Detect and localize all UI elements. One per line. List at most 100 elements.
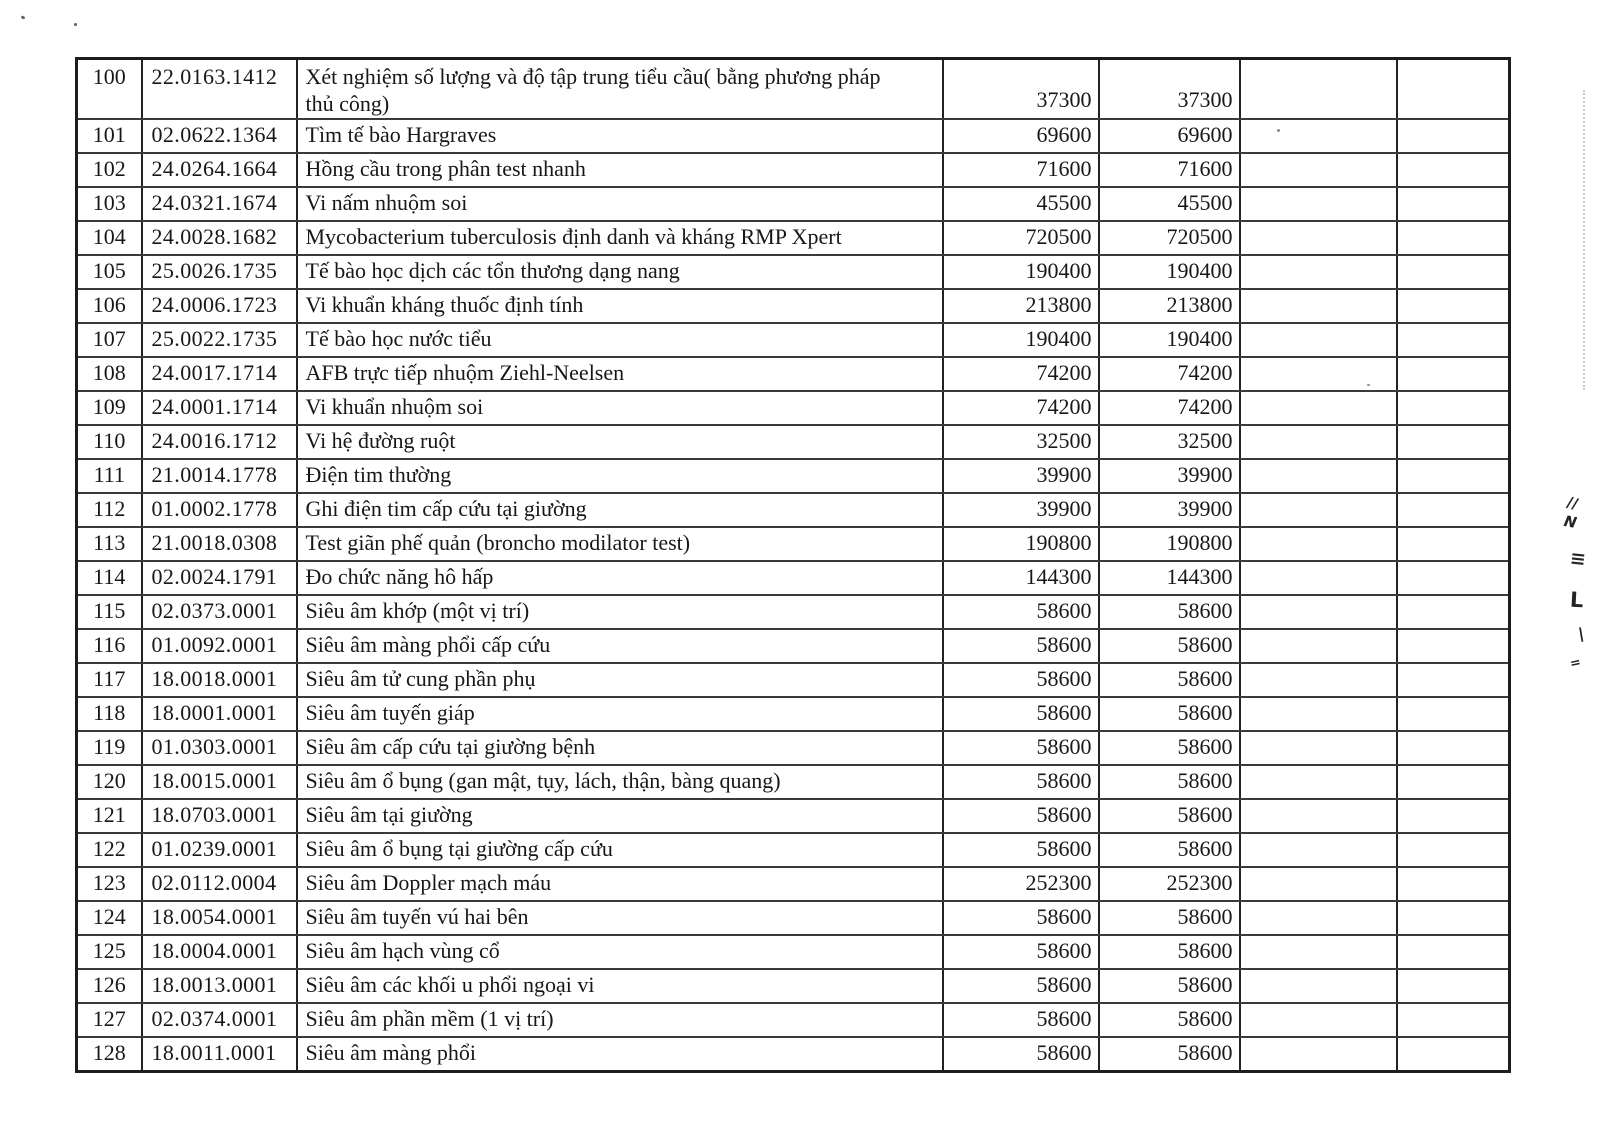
cell-row-number: 118 xyxy=(75,695,143,732)
cell-service-name: Siêu âm khớp (một vị trí) xyxy=(295,593,944,630)
cell-empty-2 xyxy=(1395,423,1511,460)
service-price-table: 100 22.0163.1412 Xét nghiệm số lượng và … xyxy=(75,57,1511,1073)
cell-price-1: 213800 xyxy=(941,287,1100,324)
cell-price-1: 252300 xyxy=(941,865,1100,902)
table-row: 128 18.0011.0001 Siêu âm màng phổi 58600… xyxy=(75,1035,1511,1073)
cell-service-code: 02.0622.1364 xyxy=(140,117,298,154)
cell-empty-2 xyxy=(1395,695,1511,732)
cell-service-name: Vi hệ đường ruột xyxy=(295,423,944,460)
cell-service-code: 02.0024.1791 xyxy=(140,559,298,596)
cell-empty-2 xyxy=(1395,457,1511,494)
table-row: 108 24.0017.1714 AFB trực tiếp nhuộm Zie… xyxy=(75,355,1511,392)
cell-service-name: Vi khuẩn nhuộm soi xyxy=(295,389,944,426)
cell-empty-2 xyxy=(1395,593,1511,630)
cell-service-code: 18.0703.0001 xyxy=(140,797,298,834)
cell-service-name: Siêu âm Doppler mạch máu xyxy=(295,865,944,902)
cell-row-number: 126 xyxy=(75,967,143,1004)
table-row: 117 18.0018.0001 Siêu âm tử cung phần ph… xyxy=(75,661,1511,698)
table-row: 126 18.0013.0001 Siêu âm các khối u phổi… xyxy=(75,967,1511,1004)
cell-price-2: 58600 xyxy=(1097,831,1241,868)
cell-empty-1 xyxy=(1238,797,1398,834)
cell-price-1: 58600 xyxy=(941,729,1100,766)
scan-dotted-edge-artifact xyxy=(1583,90,1585,390)
cell-price-1: 74200 xyxy=(941,389,1100,426)
table-row: 118 18.0001.0001 Siêu âm tuyến giáp 5860… xyxy=(75,695,1511,732)
table-row: 102 24.0264.1664 Hồng cầu trong phân tes… xyxy=(75,151,1511,188)
handwriting-mark: = xyxy=(1568,655,1583,672)
cell-price-1: 58600 xyxy=(941,763,1100,800)
cell-empty-2 xyxy=(1395,389,1511,426)
table-row: 101 02.0622.1364 Tìm tế bào Hargraves 69… xyxy=(75,117,1511,154)
cell-empty-2 xyxy=(1395,797,1511,834)
cell-empty-1 xyxy=(1238,525,1398,562)
cell-price-1: 58600 xyxy=(941,797,1100,834)
cell-service-name: Đo chức năng hô hấp xyxy=(295,559,944,596)
cell-empty-2 xyxy=(1395,185,1511,222)
cell-row-number: 103 xyxy=(75,185,143,222)
cell-price-2: 69600 xyxy=(1097,117,1241,154)
cell-price-2: 58600 xyxy=(1097,763,1241,800)
cell-empty-1 xyxy=(1238,355,1398,392)
cell-empty-2 xyxy=(1395,287,1511,324)
cell-price-1: 39900 xyxy=(941,491,1100,528)
cell-price-2: 74200 xyxy=(1097,355,1241,392)
cell-price-2: 720500 xyxy=(1097,219,1241,256)
cell-price-2: 58600 xyxy=(1097,1001,1241,1038)
handwriting-mark: // xyxy=(1564,492,1580,514)
cell-price-2: 252300 xyxy=(1097,865,1241,902)
cell-price-2: 37300 xyxy=(1097,57,1241,120)
cell-row-number: 123 xyxy=(75,865,143,902)
cell-service-name: Hồng cầu trong phân test nhanh xyxy=(295,151,944,188)
cell-service-name: Siêu âm tử cung phần phụ xyxy=(295,661,944,698)
cell-row-number: 115 xyxy=(75,593,143,630)
cell-price-1: 190800 xyxy=(941,525,1100,562)
cell-price-2: 71600 xyxy=(1097,151,1241,188)
table-row: 104 24.0028.1682 Mycobacterium tuberculo… xyxy=(75,219,1511,256)
cell-empty-1 xyxy=(1238,1035,1398,1073)
cell-service-name: Siêu âm hạch vùng cổ xyxy=(295,933,944,970)
cell-row-number: 124 xyxy=(75,899,143,936)
cell-service-name: Xét nghiệm số lượng và độ tập trung tiểu… xyxy=(295,57,944,120)
cell-empty-2 xyxy=(1395,525,1511,562)
cell-empty-1 xyxy=(1238,491,1398,528)
cell-empty-1 xyxy=(1238,763,1398,800)
table-row: 109 24.0001.1714 Vi khuẩn nhuộm soi 7420… xyxy=(75,389,1511,426)
cell-service-code: 24.0016.1712 xyxy=(140,423,298,460)
table-row: 116 01.0092.0001 Siêu âm màng phổi cấp c… xyxy=(75,627,1511,664)
table-row: 106 24.0006.1723 Vi khuẩn kháng thuốc đị… xyxy=(75,287,1511,324)
cell-row-number: 116 xyxy=(75,627,143,664)
cell-empty-1 xyxy=(1238,1001,1398,1038)
cell-price-1: 58600 xyxy=(941,899,1100,936)
cell-price-1: 58600 xyxy=(941,1001,1100,1038)
cell-row-number: 127 xyxy=(75,1001,143,1038)
cell-service-name: Siêu âm màng phổi cấp cứu xyxy=(295,627,944,664)
cell-service-name: Tế bào học dịch các tổn thương dạng nang xyxy=(295,253,944,290)
table-row: 111 21.0014.1778 Điện tim thường 39900 3… xyxy=(75,457,1511,494)
cell-service-code: 25.0022.1735 xyxy=(140,321,298,358)
cell-service-code: 18.0011.0001 xyxy=(140,1035,298,1073)
cell-service-name: Vi nấm nhuộm soi xyxy=(295,185,944,222)
cell-empty-1 xyxy=(1238,321,1398,358)
cell-empty-2 xyxy=(1395,253,1511,290)
cell-service-name: Siêu âm các khối u phổi ngoại vi xyxy=(295,967,944,1004)
cell-row-number: 112 xyxy=(75,491,143,528)
cell-empty-2 xyxy=(1395,321,1511,358)
cell-empty-2 xyxy=(1395,1001,1511,1038)
cell-empty-1 xyxy=(1238,57,1398,120)
cell-row-number: 108 xyxy=(75,355,143,392)
cell-service-code: 01.0092.0001 xyxy=(140,627,298,664)
cell-price-1: 58600 xyxy=(941,933,1100,970)
table-row: 107 25.0022.1735 Tế bào học nước tiểu 19… xyxy=(75,321,1511,358)
cell-price-2: 58600 xyxy=(1097,661,1241,698)
cell-service-name: Test giãn phế quản (broncho modilator te… xyxy=(295,525,944,562)
table-row: 112 01.0002.1778 Ghi điện tim cấp cứu tạ… xyxy=(75,491,1511,528)
cell-price-1: 58600 xyxy=(941,831,1100,868)
cell-service-code: 18.0018.0001 xyxy=(140,661,298,698)
cell-price-2: 190800 xyxy=(1097,525,1241,562)
cell-price-2: 58600 xyxy=(1097,593,1241,630)
cell-empty-2 xyxy=(1395,1035,1511,1073)
cell-service-code: 18.0013.0001 xyxy=(140,967,298,1004)
cell-empty-1 xyxy=(1238,967,1398,1004)
cell-empty-2 xyxy=(1395,967,1511,1004)
cell-service-code: 24.0017.1714 xyxy=(140,355,298,392)
